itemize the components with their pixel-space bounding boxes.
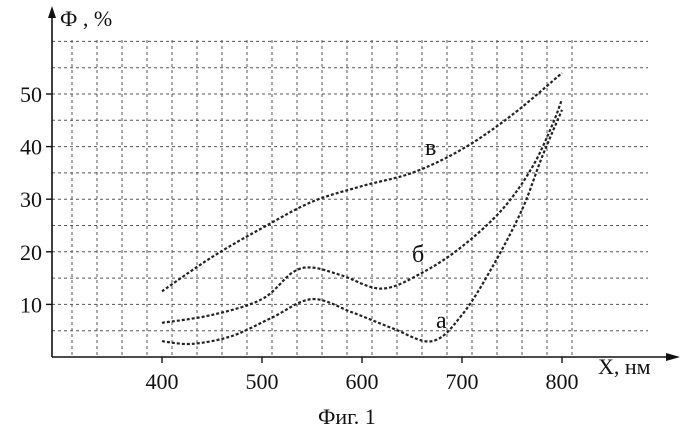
y-axis-arrow [48,6,56,18]
y-tick-label: 50 [20,82,42,107]
x-tick-label: 400 [146,369,179,394]
y-axis-label: Ф , % [60,6,112,31]
x-axis-label: X, нм [598,354,651,379]
x-tick-label: 800 [546,369,579,394]
y-tick-label: 30 [20,187,42,212]
x-tick-label: 600 [346,369,379,394]
y-tick-labels: 10 20 30 40 50 [20,82,52,317]
series-label-3: в [425,135,436,161]
axes [48,6,680,361]
x-tick-label: 700 [446,369,479,394]
y-tick-label: 10 [20,292,42,317]
figure-caption: Фиг. 1 [318,404,376,429]
x-tick-labels: 400 500 600 700 800 [146,357,579,394]
series-labels: а б в [412,135,447,334]
y-tick-label: 40 [20,135,42,160]
series-label-1: а [436,308,447,334]
x-axis-arrow [666,353,680,361]
grid [52,40,648,357]
y-tick-label: 20 [20,240,42,265]
series-label-2: б [412,242,424,268]
x-tick-label: 500 [246,369,279,394]
